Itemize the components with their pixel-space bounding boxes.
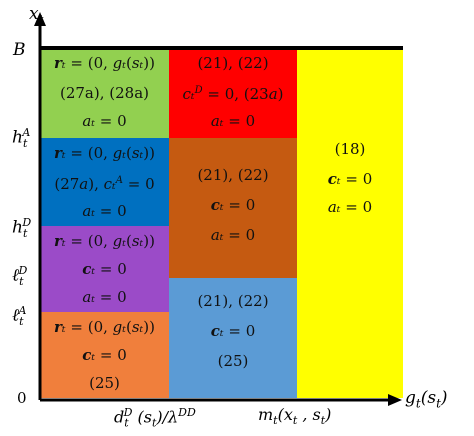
brown-line-2: cₜ = 0 (210, 196, 256, 214)
lightblue-line-1: (21), (22) (197, 292, 269, 310)
blue-line-2: (27a), cₜA = 0 (54, 175, 155, 193)
y-axis-arrow (34, 12, 46, 26)
y-tick-lD: ℓtD (12, 264, 28, 289)
lightblue-region: (21), (22) cₜ = 0 (25) (169, 278, 297, 398)
orange-line-2: cₜ = 0 (82, 346, 127, 364)
y-tick-hA: htA (12, 126, 31, 151)
brown-region: (21), (22) cₜ = 0 aₜ = 0 (169, 138, 297, 278)
lightblue-line-2: cₜ = 0 (210, 322, 256, 340)
blue-line-3: aₜ = 0 (82, 202, 127, 220)
y-tick-lA: ℓtA (12, 304, 27, 329)
blue-line-1: rₜ = (0, gₜ(sₜ)) (54, 144, 155, 162)
x-tick-dD: dtD (st)/λDD (114, 406, 196, 430)
red-line-2: cₜD = 0, (23a) (182, 85, 284, 103)
orange-region: rₜ = (0, gₜ(sₜ)) cₜ = 0 (25) (40, 312, 169, 398)
red-region: (21), (22) cₜD = 0, (23a) aₜ = 0 (169, 48, 297, 138)
red-line-1: (21), (22) (197, 54, 269, 72)
brown-line-1: (21), (22) (197, 166, 269, 184)
lightblue-line-3: (25) (217, 352, 249, 370)
purple-line-3: aₜ = 0 (82, 288, 127, 306)
orange-line-1: rₜ = (0, gₜ(sₜ)) (54, 318, 155, 336)
purple-region: rₜ = (0, gₜ(sₜ)) cₜ = 0 aₜ = 0 (40, 226, 169, 312)
purple-line-2: cₜ = 0 (82, 260, 127, 278)
yellow-line-2: cₜ = 0 (327, 170, 373, 188)
x-tick-m: mt(xt , st) (258, 405, 332, 428)
brown-line-3: aₜ = 0 (210, 226, 256, 244)
red-line-3: aₜ = 0 (210, 112, 256, 130)
yellow-line-1: (18) (334, 140, 366, 158)
yellow-line-3: aₜ = 0 (327, 198, 373, 216)
blue-region: rₜ = (0, gₜ(sₜ)) (27a), cₜA = 0 aₜ = 0 (40, 138, 169, 226)
y-tick-hD: htD (12, 216, 32, 241)
green-line-2: (27a), (28a) (59, 84, 149, 102)
orange-line-3: (25) (89, 374, 120, 392)
green-region: rₜ = (0, gₜ(sₜ)) (27a), (28a) aₜ = 0 (40, 48, 169, 138)
x-axis-arrow (388, 394, 402, 406)
green-line-1: rₜ = (0, gₜ(sₜ)) (54, 54, 155, 72)
y-tick-B: B (13, 40, 26, 60)
y-tick-0: 0 (17, 389, 27, 407)
green-line-3: aₜ = 0 (82, 112, 127, 130)
yellow-region: (18) cₜ = 0 aₜ = 0 (297, 48, 403, 398)
purple-line-1: rₜ = (0, gₜ(sₜ)) (54, 232, 155, 250)
y-axis-title: xt (29, 4, 44, 27)
x-axis-title: gt(st) (405, 388, 448, 411)
